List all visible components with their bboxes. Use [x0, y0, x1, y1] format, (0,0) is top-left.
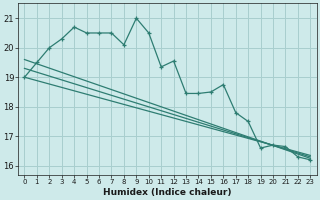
- X-axis label: Humidex (Indice chaleur): Humidex (Indice chaleur): [103, 188, 232, 197]
